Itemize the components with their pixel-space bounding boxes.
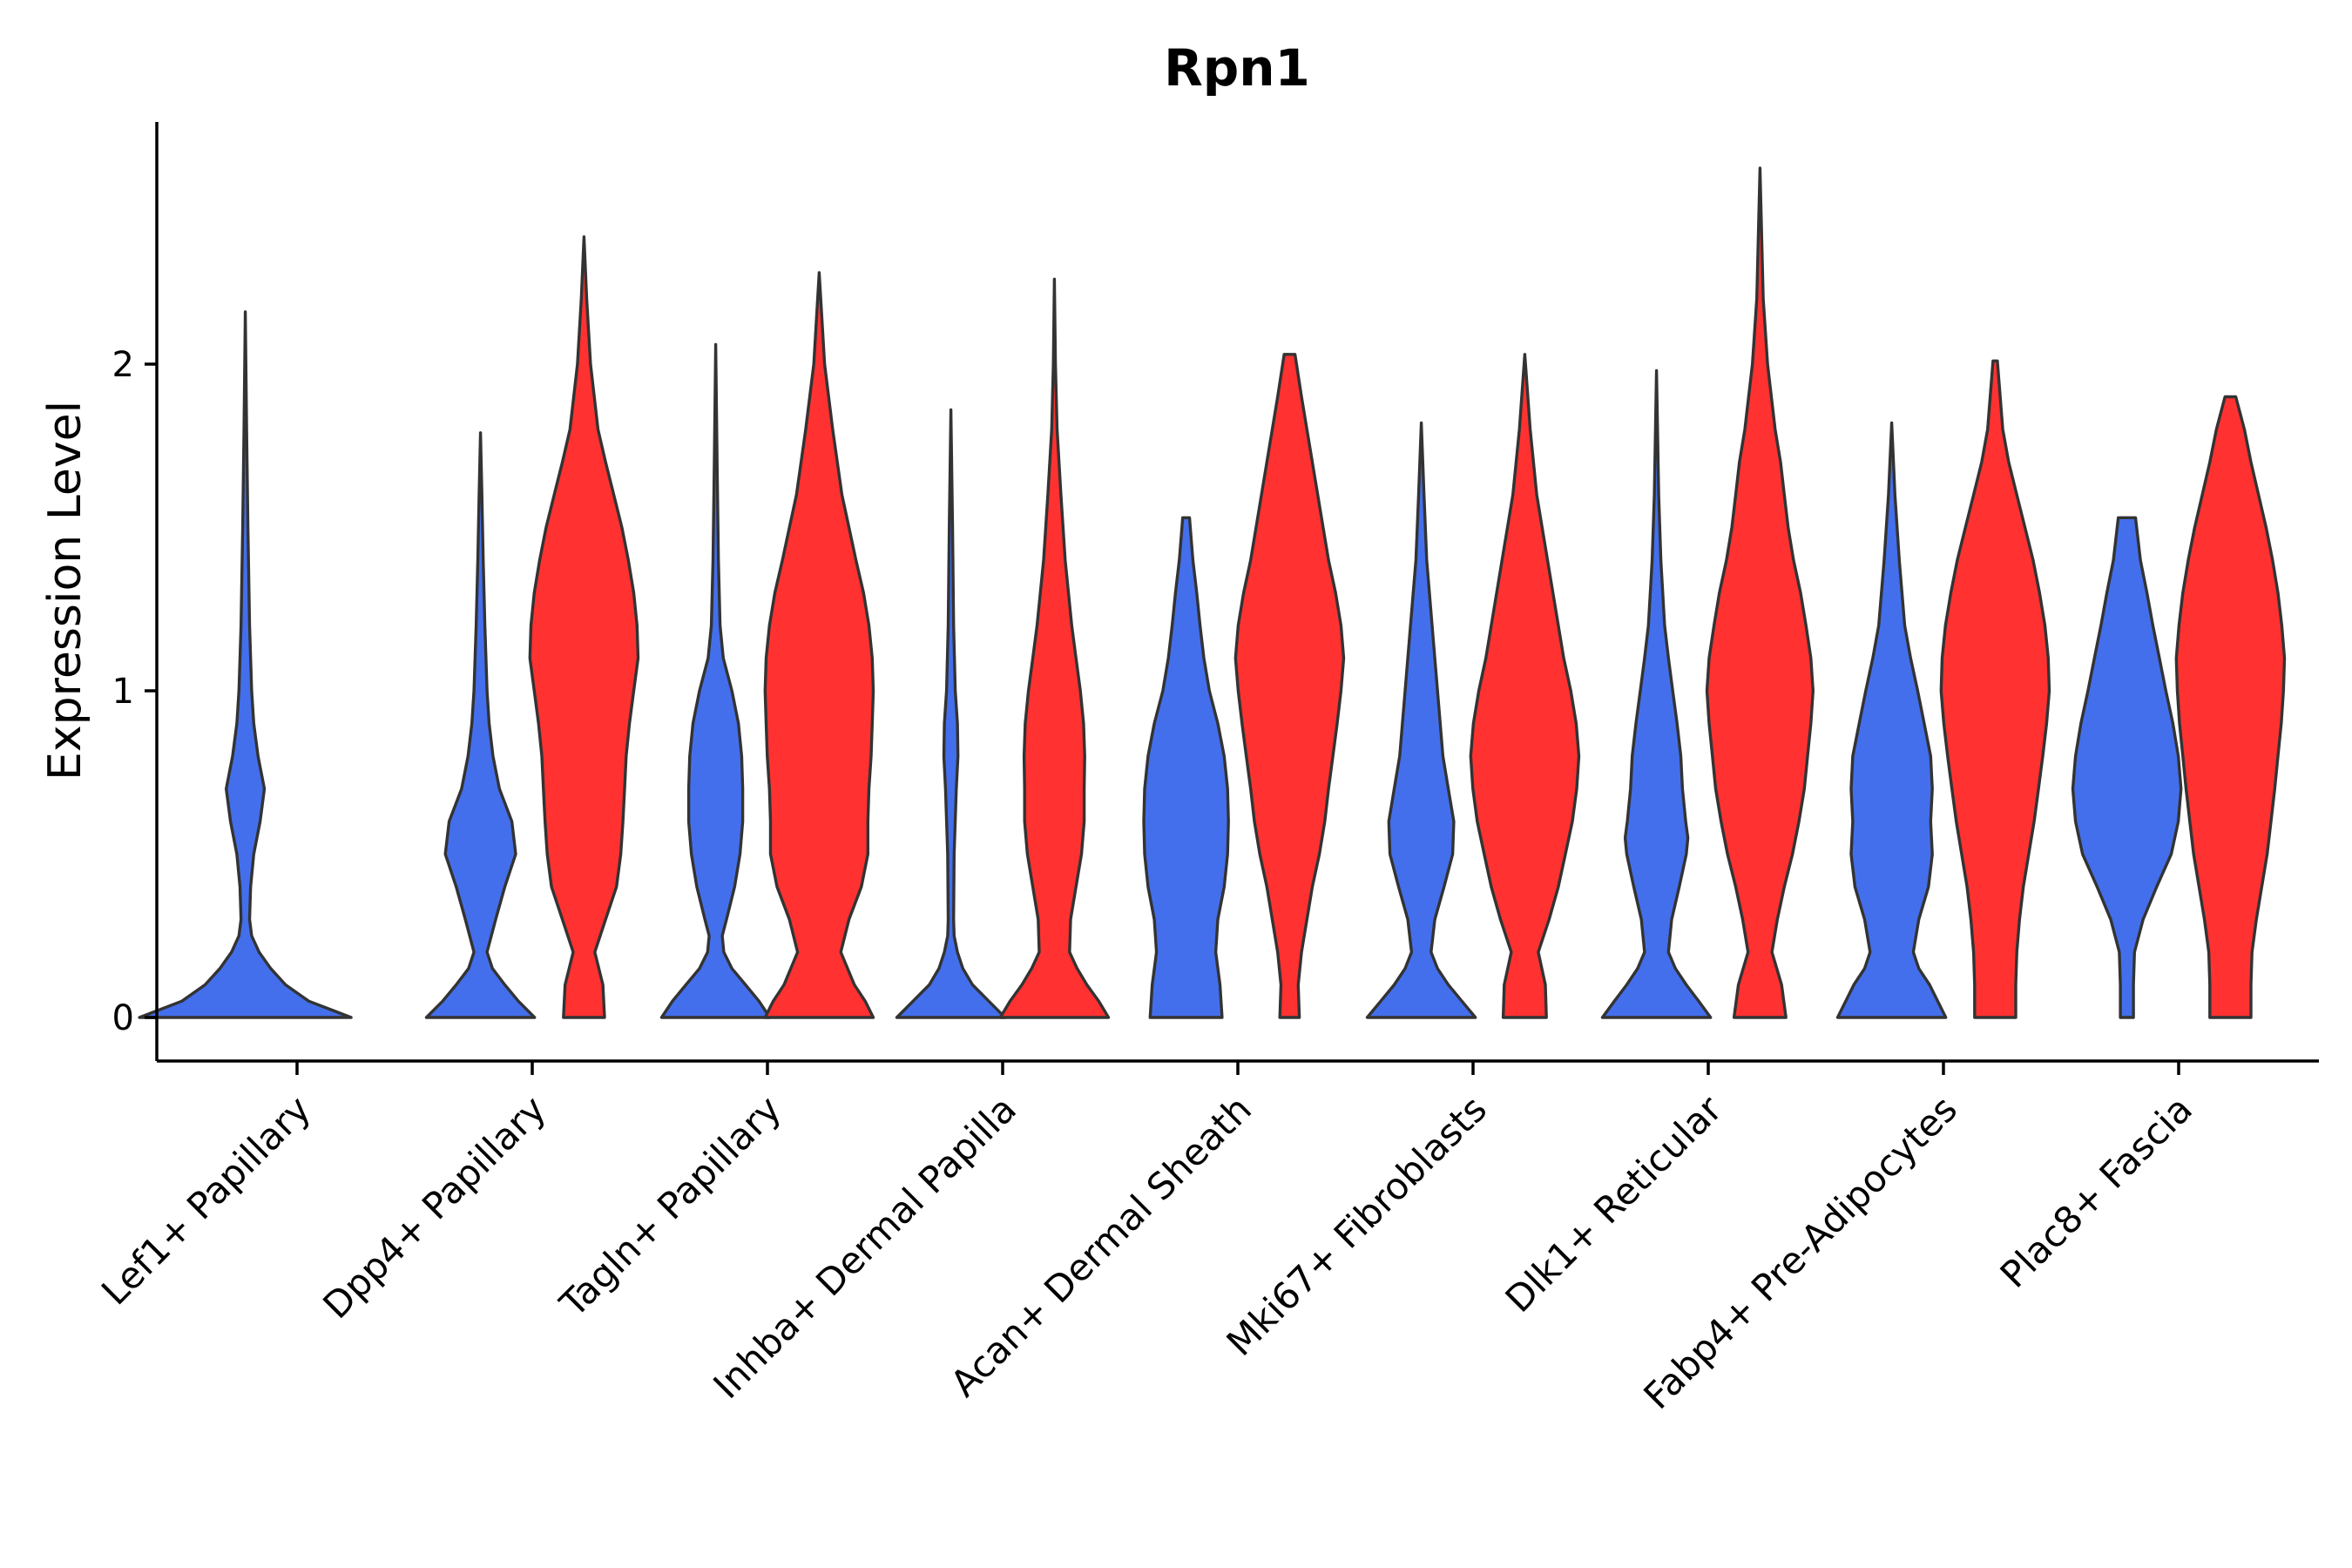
violin-group_2-4 <box>998 277 1111 1019</box>
x-tick-label: Dlk1+ Reticular <box>1497 1087 1731 1321</box>
y-tick-label: 1 <box>112 672 134 712</box>
y-tick-label: 0 <box>112 998 134 1038</box>
violin-group_1-2 <box>424 431 537 1019</box>
y-axis-ticks: 0 1 2 <box>112 345 157 1038</box>
x-tick-label: Mki67+ Fibroblasts <box>1219 1087 1495 1363</box>
violin-group_2-5 <box>1233 353 1346 1019</box>
violin-group_1-6 <box>1365 421 1477 1019</box>
violin-group_2-9 <box>2174 395 2287 1019</box>
violin-group_1-1 <box>138 310 353 1019</box>
violin-group_1-7 <box>1600 368 1713 1019</box>
chart-title: Rpn1 <box>1164 38 1310 98</box>
x-tick-label: Plac8+ Fascia <box>1992 1087 2200 1295</box>
violin-group_2-2 <box>528 235 640 1019</box>
violin-group_2-3 <box>763 271 875 1019</box>
violin-group_2-7 <box>1705 166 1815 1019</box>
violin-group_1-4 <box>895 408 1007 1019</box>
x-tick-label: Dpp4+ Papillary <box>314 1087 554 1327</box>
violin-group_2-8 <box>1939 359 2051 1019</box>
violin-group <box>138 166 2287 1019</box>
violin-group_1-5 <box>1142 516 1230 1019</box>
violin-group_2-6 <box>1469 353 1581 1019</box>
violin-group_1-9 <box>2071 516 2183 1019</box>
x-tick-label: Lef1+ Papillary <box>93 1087 319 1313</box>
y-tick-label: 2 <box>112 345 134 385</box>
violin-group_1-3 <box>659 342 772 1019</box>
violin-group_1-8 <box>1835 421 1948 1019</box>
x-tick-label: Tagln+ Papillary <box>551 1087 789 1325</box>
y-axis-label: Expression Level <box>39 401 91 781</box>
